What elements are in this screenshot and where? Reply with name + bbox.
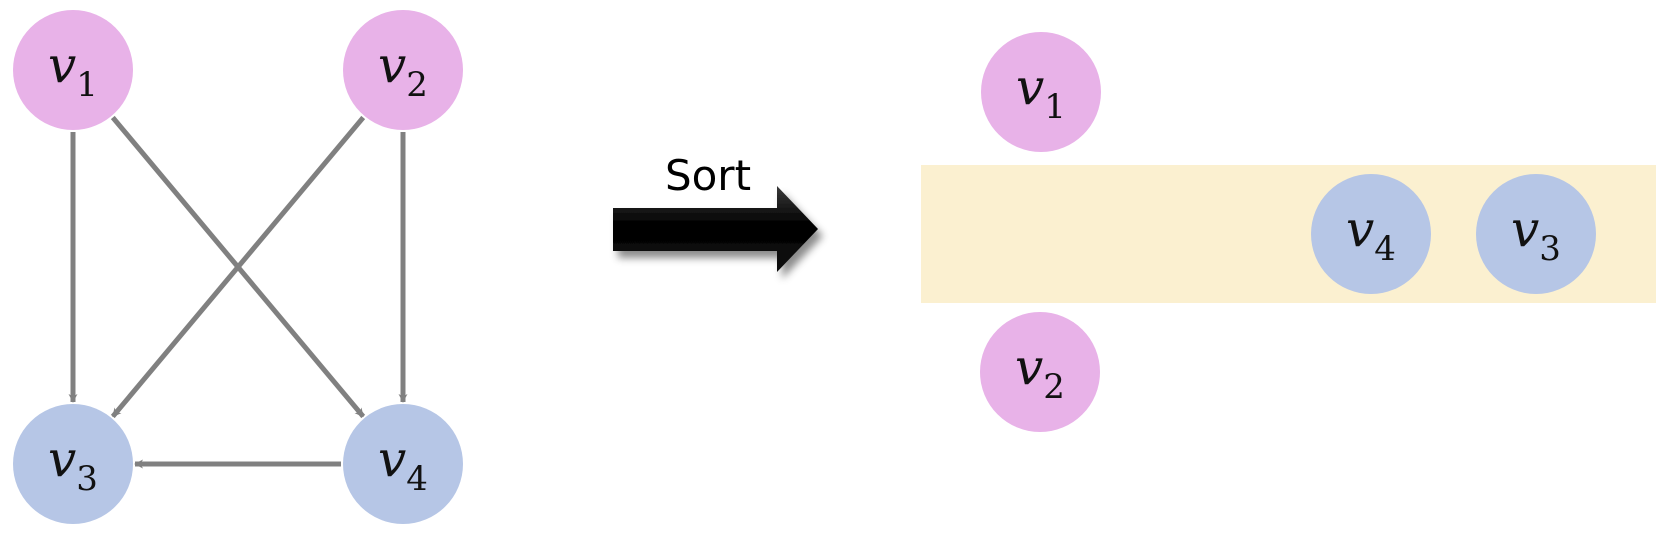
graph-node-circle [343,404,463,524]
graph-edges [68,115,408,469]
sort-arrow: Sort [613,151,818,272]
sorted-node-label: v1 [1016,58,1066,127]
sorted-node-circle [981,32,1101,152]
sorted-node-label: v3 [1511,200,1561,269]
sorted-node-label: v2 [1015,338,1065,407]
graph-node-circle [343,10,463,130]
sort-arrow-shape [613,186,818,272]
sort-label: Sort [665,151,751,200]
graph-node-label: v1 [48,36,98,105]
graph-node-circle [13,404,133,524]
graph-node-v2: v2 [343,10,463,130]
sorted-nodes: v1 v4 v3 v2 [980,32,1596,432]
graph-node-label: v3 [48,430,98,499]
graph-node-v3: v3 [13,404,133,524]
graph-node-v4: v4 [343,404,463,524]
graph-node-circle [13,10,133,130]
edge-v2-to-v3 [110,115,366,419]
sorted-node-circle [980,312,1100,432]
sorted-node-v2: v2 [980,312,1100,432]
sorted-node-circle [1476,174,1596,294]
graph-nodes: v1 v2 v3 v4 [13,10,463,524]
sorted-node-circle [1311,174,1431,294]
sorted-node-label: v4 [1346,200,1396,269]
graph-node-label: v2 [378,36,428,105]
graph-node-v1: v1 [13,10,133,130]
sorted-node-v1: v1 [981,32,1101,152]
sorted-node-v3: v3 [1476,174,1596,294]
graph-node-label: v4 [378,430,428,499]
sorted-node-v4: v4 [1311,174,1431,294]
